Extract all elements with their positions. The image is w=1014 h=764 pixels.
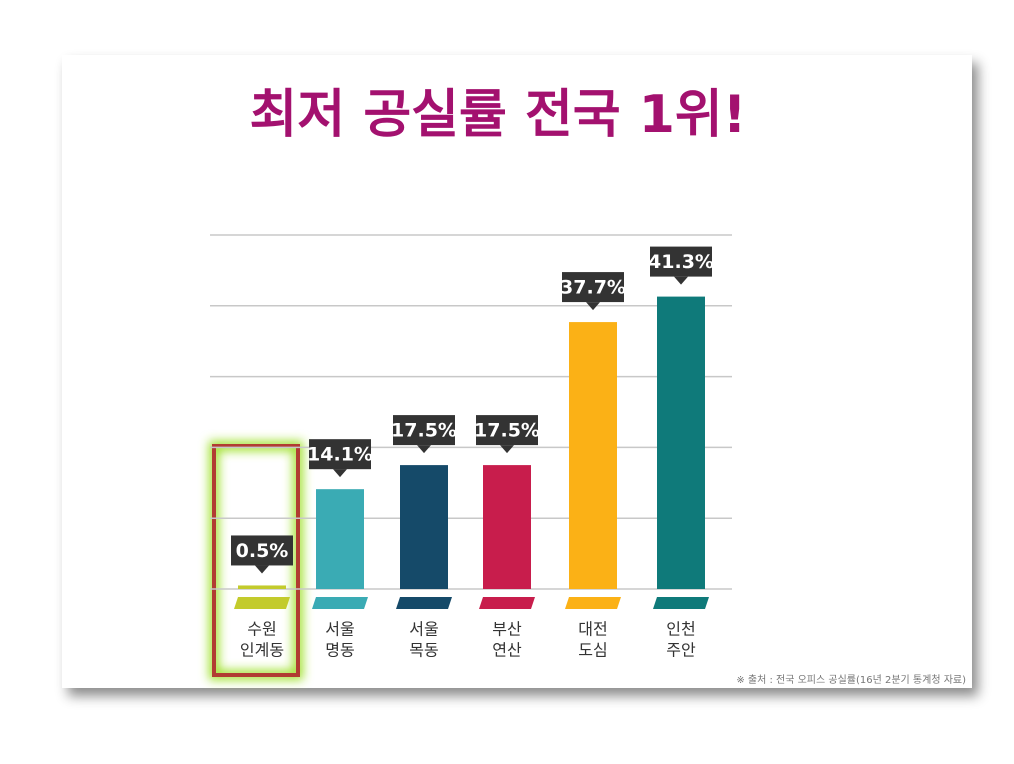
callout-pointer	[417, 445, 431, 454]
x-tick-label: 명동	[325, 641, 354, 660]
x-tick-label: 수원	[247, 620, 276, 639]
callout-box	[393, 415, 455, 446]
value-label: 37.7%	[560, 277, 626, 299]
x-tick-label: 인계동	[240, 641, 284, 660]
bar	[569, 322, 617, 589]
bar-base	[312, 597, 368, 609]
value-label: 17.5%	[391, 420, 457, 442]
x-tick-label: 부산	[492, 620, 522, 639]
x-tick-label: 서울	[409, 620, 438, 639]
bar	[238, 585, 286, 589]
callout-pointer	[333, 469, 347, 478]
x-tick-label: 대전	[578, 620, 607, 639]
x-tick-label: 주안	[666, 641, 696, 660]
card	[62, 55, 972, 688]
source-note: ※ 출처 : 전국 오피스 공실률(16년 2분기 통계청 자료)	[736, 674, 966, 686]
callout-box	[476, 415, 538, 446]
callout-pointer	[674, 276, 688, 285]
bar	[316, 489, 364, 589]
bar-base	[565, 597, 621, 609]
callout-pointer	[500, 445, 514, 454]
bar	[657, 296, 705, 589]
callout-box	[309, 439, 371, 470]
bar-base	[653, 597, 709, 609]
x-tick-label: 서울	[325, 620, 354, 639]
x-tick-label: 연산	[492, 641, 522, 660]
bar-base	[234, 597, 290, 609]
chart-title: 최저 공실률 전국 1위!	[250, 85, 747, 145]
highlight-box	[212, 444, 300, 677]
value-label: 41.3%	[648, 251, 714, 273]
callout-pointer	[586, 302, 600, 311]
bar-base	[479, 597, 535, 609]
callout-box	[650, 246, 712, 277]
callout-pointer	[255, 565, 269, 574]
bar-base	[396, 597, 452, 609]
x-tick-label: 도심	[578, 641, 607, 660]
value-label: 0.5%	[236, 540, 289, 562]
x-tick-label: 인천	[666, 620, 695, 639]
callout-box	[562, 272, 624, 303]
bar	[400, 465, 448, 589]
callout-box	[231, 535, 293, 566]
value-label: 14.1%	[307, 444, 373, 466]
value-label: 17.5%	[474, 420, 540, 442]
bar	[483, 465, 531, 589]
x-tick-label: 목동	[409, 641, 438, 660]
